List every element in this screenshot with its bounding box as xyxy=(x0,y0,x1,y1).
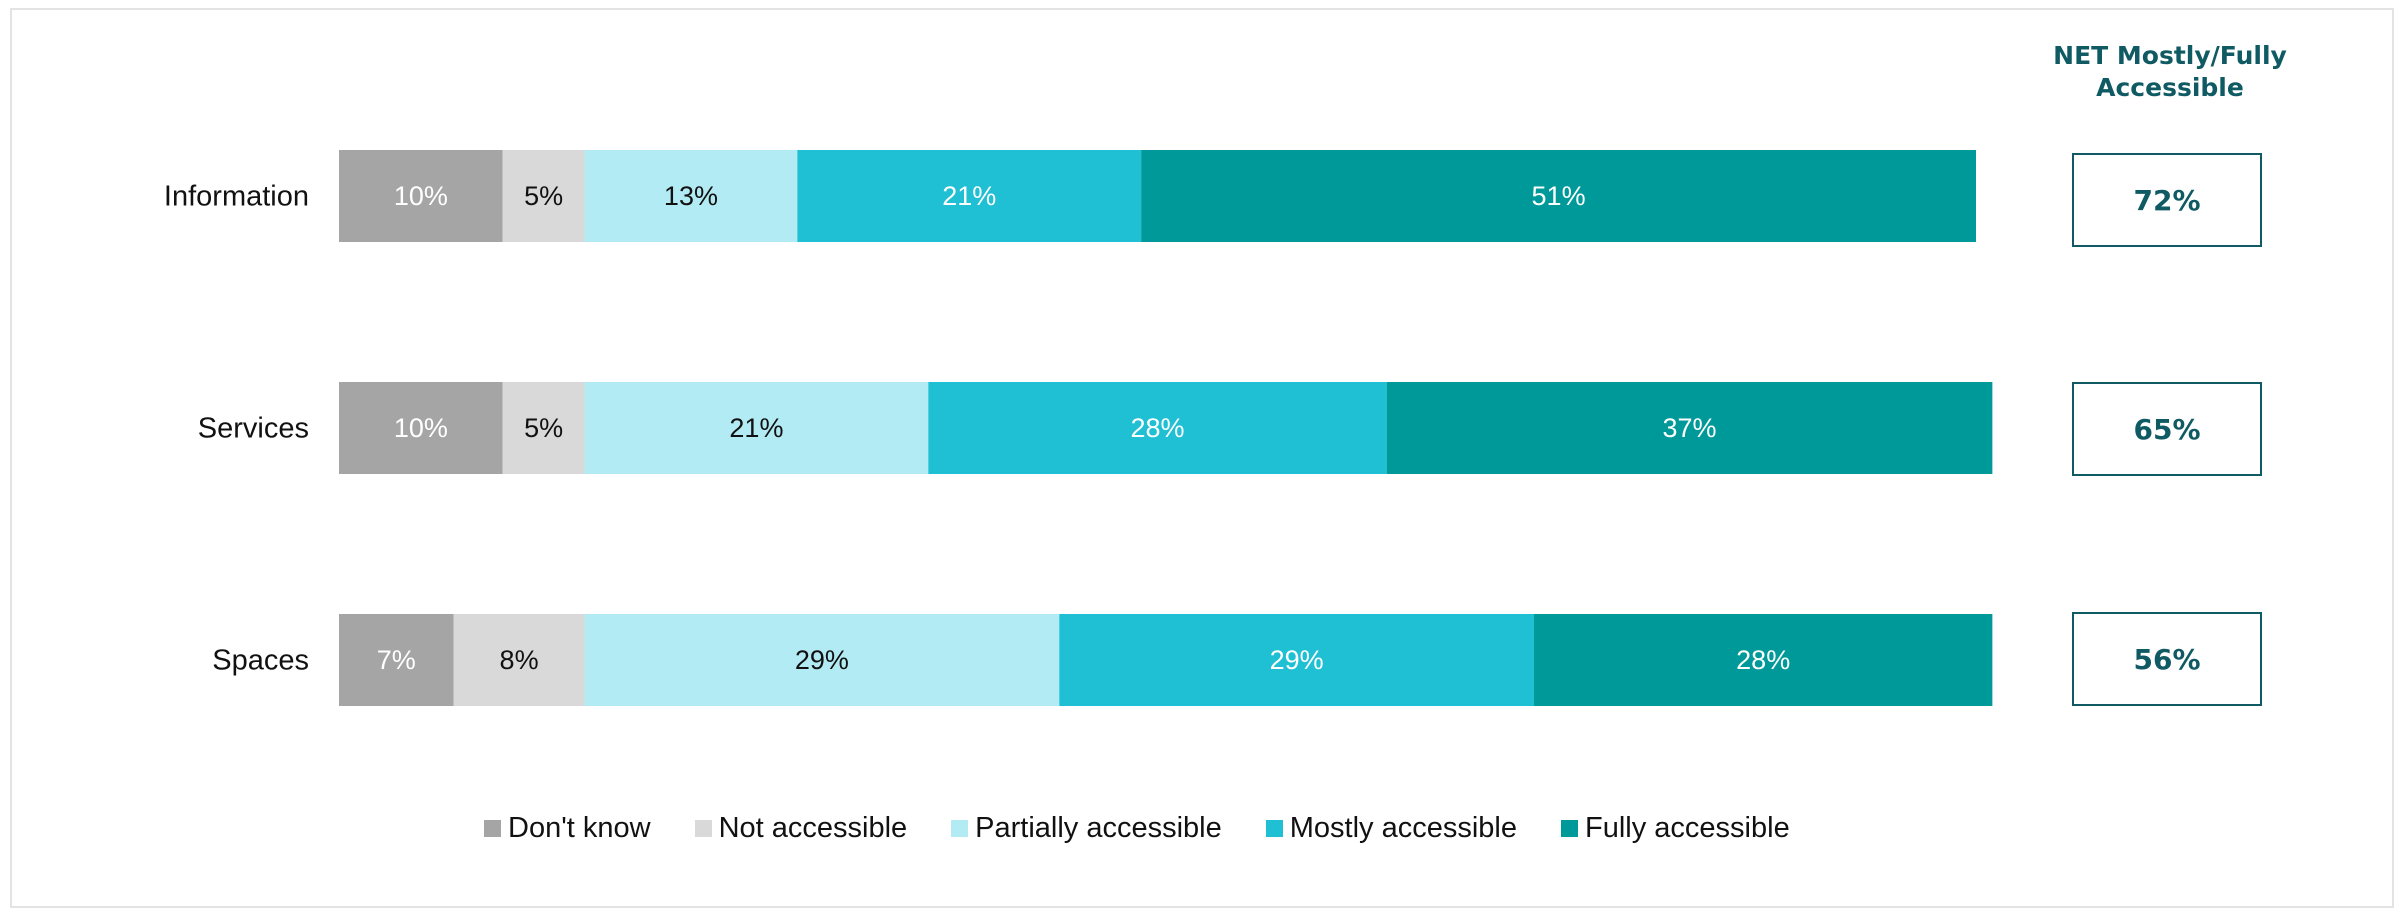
legend-swatch xyxy=(1561,820,1579,837)
data-label-services-mostly-accessible: 28% xyxy=(1130,413,1184,443)
bar-services-not-accessible xyxy=(502,382,585,474)
legend: Don't know Not accessible Partially access… xyxy=(484,812,1834,845)
data-label-services-not-accessible: 5% xyxy=(524,413,563,443)
data-label-information-not-accessible: 5% xyxy=(524,181,563,211)
data-label-information-don-t-know: 10% xyxy=(394,181,448,211)
net-box-information: 72% xyxy=(2072,153,2262,247)
bar-services-mostly-accessible xyxy=(928,382,1387,474)
bar-services-don-t-know xyxy=(339,382,503,474)
data-label-spaces-mostly-accessible: 29% xyxy=(1270,645,1324,675)
legend-item-not-accessible: Not accessible xyxy=(694,812,908,845)
data-label-services-partially-accessible: 21% xyxy=(729,413,783,443)
data-label-services-don-t-know: 10% xyxy=(394,413,448,443)
bar-services-partially-accessible xyxy=(584,382,929,474)
category-label-information: Information xyxy=(164,181,309,213)
net-header: NET Mostly/Fully Accessible xyxy=(2053,41,2287,102)
net-box-spaces: 56% xyxy=(2072,612,2262,706)
bar-spaces-don-t-know xyxy=(339,614,454,706)
bar-spaces-fully-accessible xyxy=(1534,614,1993,706)
legend-swatch xyxy=(951,820,969,837)
legend-label: Don't know xyxy=(508,812,651,844)
legend-label: Not accessible xyxy=(718,812,908,844)
bar-information-not-accessible xyxy=(502,150,585,242)
legend-item-mostly-accessible: Mostly accessible xyxy=(1265,812,1518,845)
data-label-information-fully-accessible: 51% xyxy=(1532,181,1586,211)
bar-spaces-mostly-accessible xyxy=(1059,614,1535,706)
data-label-spaces-not-accessible: 8% xyxy=(500,645,539,675)
bar-spaces-partially-accessible xyxy=(584,614,1060,706)
legend-swatch xyxy=(694,820,712,837)
bar-information-don-t-know xyxy=(339,150,503,242)
data-label-information-mostly-accessible: 21% xyxy=(942,181,996,211)
legend-item-fully-accessible: Fully accessible xyxy=(1561,812,1790,845)
legend-label: Partially accessible xyxy=(975,812,1222,844)
net-box-services: 65% xyxy=(2072,382,2262,476)
category-label-spaces: Spaces xyxy=(212,645,309,677)
legend-item-partially-accessible: Partially accessible xyxy=(951,812,1222,845)
bar-information-mostly-accessible xyxy=(797,150,1142,242)
data-label-information-partially-accessible: 13% xyxy=(664,181,718,211)
bar-information-partially-accessible xyxy=(584,150,798,242)
data-label-spaces-don-t-know: 7% xyxy=(377,645,416,675)
bar-services-fully-accessible xyxy=(1386,382,1993,474)
data-label-services-fully-accessible: 37% xyxy=(1663,413,1717,443)
legend-swatch xyxy=(484,820,501,837)
data-label-spaces-partially-accessible: 29% xyxy=(795,645,849,675)
bar-spaces-not-accessible xyxy=(453,614,585,706)
bar-information-fully-accessible xyxy=(1141,150,1976,242)
legend-label: Mostly accessible xyxy=(1289,812,1518,844)
category-label-services: Services xyxy=(198,413,309,445)
legend-item-don-t-know: Don't know xyxy=(484,812,651,845)
data-label-spaces-fully-accessible: 28% xyxy=(1736,645,1790,675)
legend-label: Fully accessible xyxy=(1585,812,1790,844)
legend-swatch xyxy=(1265,820,1283,837)
